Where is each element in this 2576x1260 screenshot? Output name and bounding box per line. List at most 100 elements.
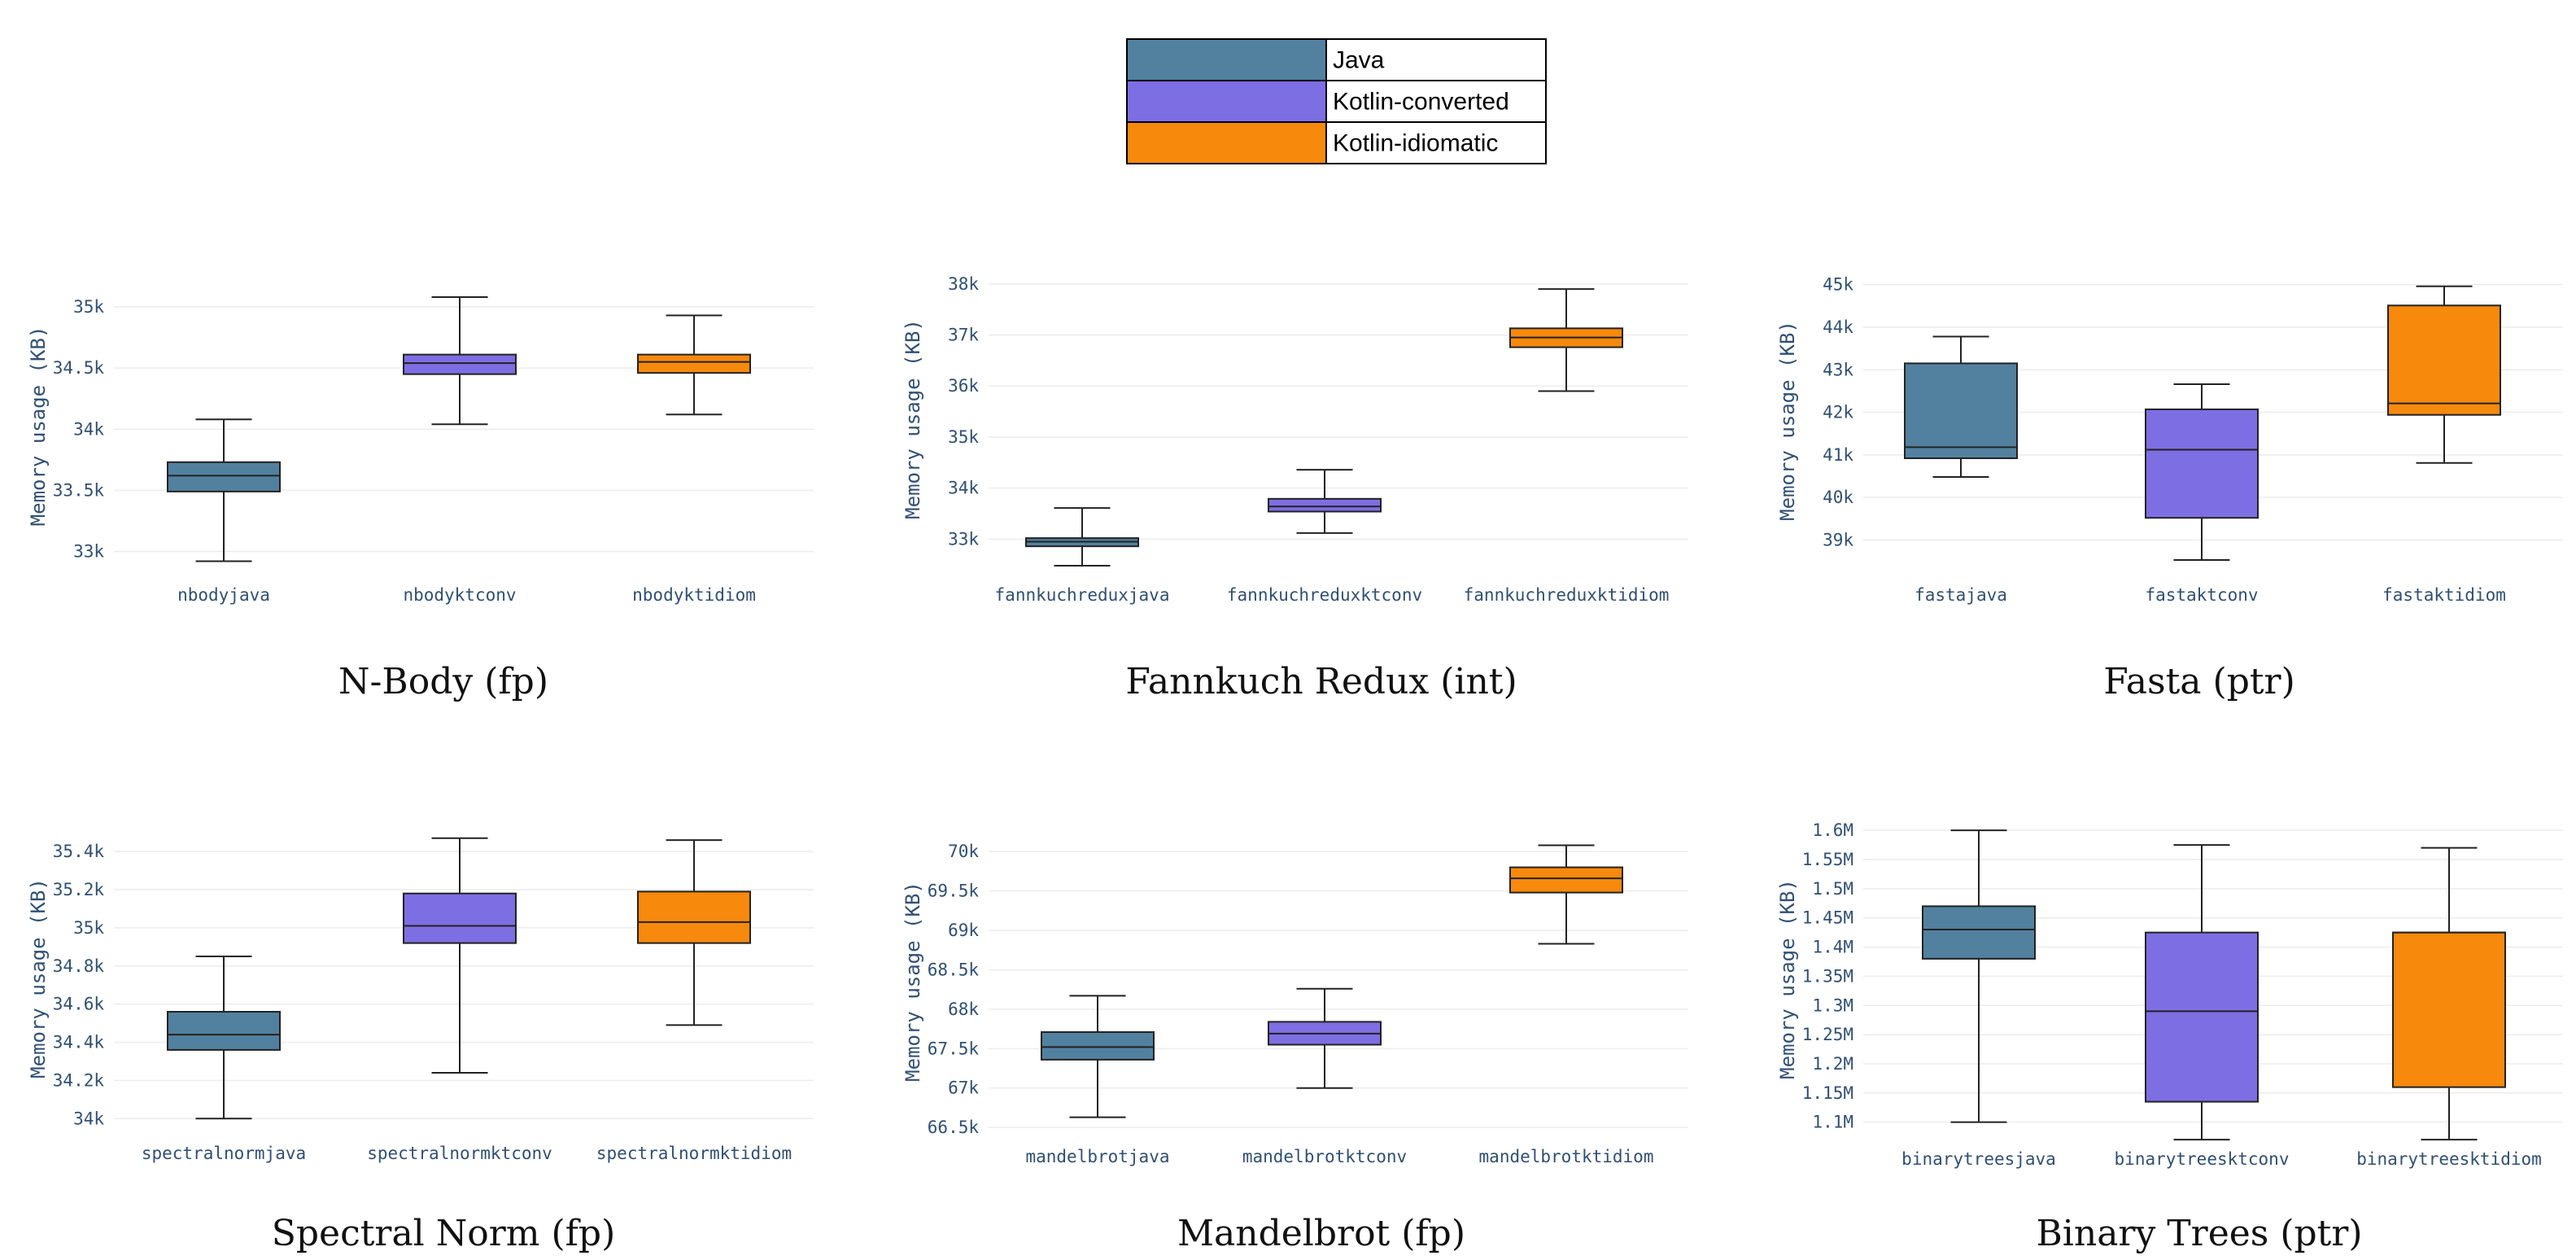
box-spectralnormjava xyxy=(167,956,281,1120)
y-tick-label: 34k xyxy=(73,419,104,439)
chart-title: N-Body (fp) xyxy=(338,661,548,702)
legend-label-java: Java xyxy=(1333,47,1385,74)
y-tick-label: 69k xyxy=(948,921,979,940)
chart-title: Spectral Norm (fp) xyxy=(272,1213,616,1254)
box-spectralnormktconv xyxy=(403,837,517,1074)
x-category-label: mandelbrotjava xyxy=(1025,1147,1169,1166)
chart-title: Fannkuch Redux (int) xyxy=(1125,661,1517,702)
y-tick-label: 68k xyxy=(948,1000,979,1019)
box-iqr xyxy=(1041,1030,1155,1061)
y-tick-label: 43k xyxy=(1823,360,1853,379)
box-iqr xyxy=(1268,497,1382,513)
chart-panels: 33k 33.5k 34k 34.5k 35k nbodyjava nbodyktconv n… xyxy=(27,274,2563,1254)
x-category-label: fannkuchreduxktidiom xyxy=(1464,585,1670,605)
y-tick-label: 33k xyxy=(73,541,104,561)
x-category-label: binarytreesktconv xyxy=(2115,1149,2290,1169)
y-tick-label: 35.4k xyxy=(53,842,105,861)
y-tick-label: 35k xyxy=(73,918,104,938)
chart-panel-mandelbrot-fp: 66.5k 67k 67.5k 68k 68.5k 69k 69.5k 70k mandelbr… xyxy=(902,842,1688,1254)
x-category-label: binarytreesktidiom xyxy=(2356,1149,2542,1169)
box-iqr xyxy=(1904,362,2018,460)
box-mandelbrotktconv xyxy=(1268,987,1382,1089)
y-tick-label: 34.5k xyxy=(53,358,105,378)
legend-cell xyxy=(1325,80,1547,123)
box-nbodyktconv xyxy=(403,296,517,426)
y-tick-label: 33.5k xyxy=(53,480,105,500)
legend: Java Kotlin-converted Kotlin-idiomatic xyxy=(1126,38,1547,164)
x-category-label: fastajava xyxy=(1915,585,2007,605)
box-fastaktconv xyxy=(2145,383,2259,561)
chart-title: Mandelbrot (fp) xyxy=(1177,1213,1465,1254)
y-tick-label: 34k xyxy=(948,479,979,498)
y-tick-label: 35k xyxy=(73,297,104,317)
y-tick-label: 33k xyxy=(948,529,979,549)
box-iqr xyxy=(403,892,517,944)
box-iqr xyxy=(2145,408,2259,519)
y-tick-label: 66.5k xyxy=(928,1118,980,1137)
legend-label-kotlin-converted: Kotlin-converted xyxy=(1333,89,1509,116)
y-tick-label: 1.6M xyxy=(1812,820,1853,840)
box-mandelbrotjava xyxy=(1041,995,1155,1118)
box-binarytreesjava xyxy=(1922,829,2036,1123)
box-fannkuchreduxjava xyxy=(1025,507,1139,567)
x-category-label: fannkuchreduxktconv xyxy=(1227,585,1422,605)
y-tick-label: 40k xyxy=(1823,488,1853,507)
x-category-label: mandelbrotktconv xyxy=(1242,1147,1407,1166)
y-axis-label: Memory usage (KB) xyxy=(27,326,50,527)
y-tick-label: 1.3M xyxy=(1812,995,1853,1015)
y-tick-label: 34.4k xyxy=(53,1033,105,1052)
x-category-label: mandelbrotktidiom xyxy=(1479,1147,1654,1166)
box-fannkuchreduxktconv xyxy=(1268,469,1382,534)
box-nbodyjava xyxy=(167,418,281,562)
box-fannkuchreduxktidiom xyxy=(1509,288,1623,392)
chart-panel-fasta-ptr: 39k 40k 41k 42k 43k 44k 45k fastajava fastaktcon… xyxy=(1776,275,2563,702)
y-tick-label: 34.8k xyxy=(53,956,105,976)
x-category-label: spectralnormjava xyxy=(142,1144,306,1163)
y-tick-label: 38k xyxy=(948,274,979,294)
box-nbodyktidiom xyxy=(637,314,751,416)
y-axis-label: Memory usage (KB) xyxy=(902,319,924,519)
chart-title: Fasta (ptr) xyxy=(2103,661,2294,702)
x-category-label: fastaktidiom xyxy=(2382,585,2506,605)
y-tick-label: 1.15M xyxy=(1802,1083,1853,1103)
y-tick-label: 39k xyxy=(1823,530,1853,549)
box-iqr xyxy=(637,353,751,374)
y-tick-label: 34k xyxy=(73,1109,104,1128)
y-tick-label: 1.5M xyxy=(1812,879,1853,899)
box-binarytreesktidiom xyxy=(2392,847,2506,1141)
box-iqr xyxy=(1922,905,2036,960)
chart-panel-binary-trees-ptr: 1.1M 1.15M 1.2M 1.25M 1.3M 1.35M 1.4M 1.45M 1.5M… xyxy=(1776,820,2563,1254)
y-tick-label: 1.55M xyxy=(1802,850,1853,869)
y-tick-label: 69.5k xyxy=(928,882,980,901)
y-tick-label: 45k xyxy=(1823,275,1853,295)
y-tick-label: 1.45M xyxy=(1802,908,1853,928)
box-mandelbrotktidiom xyxy=(1509,844,1623,945)
chart-panel-n-body-fp: 33k 33.5k 34k 34.5k 35k nbodyjava nbodyktconv n… xyxy=(27,296,814,702)
y-axis-label: Memory usage (KB) xyxy=(902,882,924,1082)
y-tick-label: 44k xyxy=(1823,317,1853,337)
legend-swatch-java xyxy=(1126,38,1327,81)
x-category-label: binarytreesjava xyxy=(1901,1149,2056,1169)
legend-swatch-kotlin-converted xyxy=(1126,80,1327,123)
legend-cell xyxy=(1325,121,1547,164)
y-tick-label: 1.25M xyxy=(1802,1025,1853,1044)
y-tick-label: 1.1M xyxy=(1812,1113,1853,1132)
chart-title: Binary Trees (ptr) xyxy=(2036,1213,2362,1254)
box-iqr xyxy=(2145,931,2259,1103)
y-tick-label: 1.35M xyxy=(1802,966,1853,986)
y-tick-label: 70k xyxy=(948,842,979,861)
box-iqr xyxy=(1509,866,1623,894)
box-iqr xyxy=(637,890,751,944)
y-tick-label: 37k xyxy=(948,326,979,345)
box-spectralnormktidiom xyxy=(637,839,751,1026)
legend-cell xyxy=(1325,38,1547,81)
y-tick-label: 1.4M xyxy=(1812,938,1853,957)
legend-label-kotlin-idiomatic: Kotlin-idiomatic xyxy=(1333,130,1498,157)
y-tick-label: 36k xyxy=(948,376,979,396)
y-tick-label: 67k xyxy=(948,1078,979,1098)
y-tick-label: 42k xyxy=(1823,403,1853,422)
x-category-label: nbodyjava xyxy=(177,585,270,605)
x-category-label: spectralnormktidiom xyxy=(596,1144,792,1163)
x-category-label: nbodyktconv xyxy=(403,585,516,605)
chart-panel-spectral-norm-fp: 34k 34.2k 34.4k 34.6k 34.8k 35k 35.2k 35.4k spec… xyxy=(27,837,814,1254)
